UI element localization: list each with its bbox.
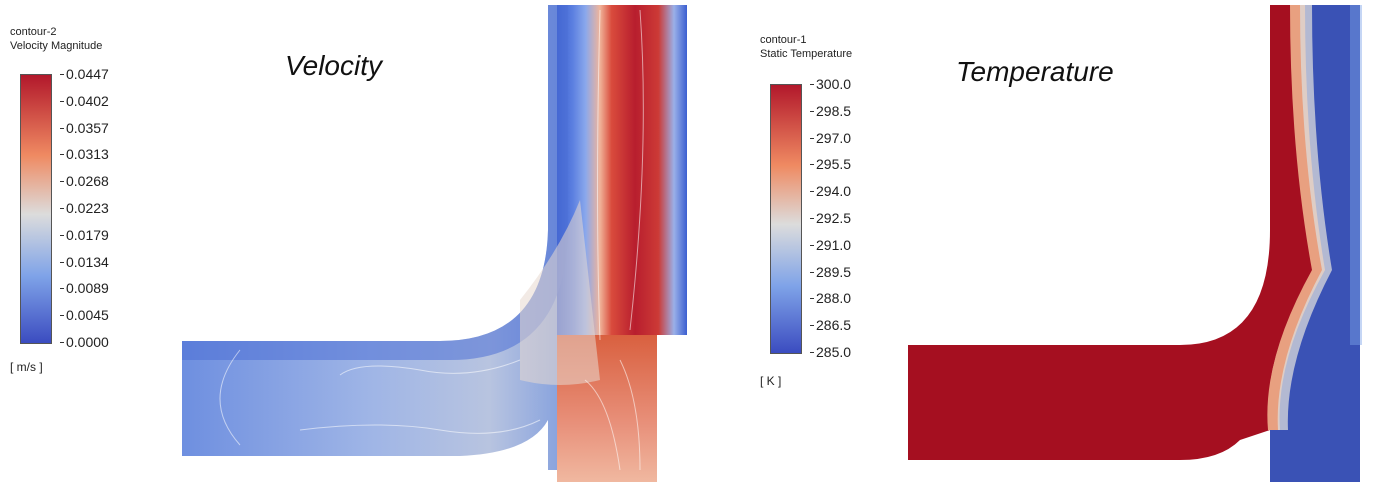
temperature-contour-name: contour-1 [760, 34, 807, 46]
velocity-tick-label: 0.0402 [60, 92, 109, 109]
temperature-tick-label: 300.0 [809, 76, 852, 92]
temperature-tick-label: 294.0 [809, 183, 852, 200]
temperature-tick-label: 288.0 [809, 290, 852, 307]
temperature-tick-label: 298.5 [809, 102, 852, 119]
temperature-panel: contour-1 Static Temperature 300.0 298.5 2… [740, 0, 1392, 484]
velocity-tick-label: 0.0313 [60, 146, 109, 163]
temperature-tick-label: 291.0 [809, 236, 852, 253]
velocity-tick-label: 0.0179 [60, 226, 109, 243]
temperature-wall-layer [1350, 5, 1362, 345]
velocity-tick-label: 0.0000 [60, 334, 109, 350]
temperature-contour-field [908, 5, 1362, 482]
temperature-mixing-core [1277, 5, 1332, 430]
temperature-tick-label: 285.0 [809, 344, 852, 360]
velocity-panel: contour-2 Velocity Magnitude 0.0447 0.040… [10, 5, 687, 482]
velocity-quantity-label: Velocity Magnitude [10, 40, 103, 52]
temperature-tick-label: 295.5 [809, 156, 852, 173]
temperature-tick-label: 286.5 [809, 317, 852, 334]
velocity-elbow-mixing-zone [520, 200, 600, 385]
temperature-units: [ K ] [760, 374, 782, 388]
velocity-units: [ m/s ] [10, 360, 43, 374]
velocity-horizontal-pipe [182, 5, 557, 470]
velocity-colorbar [20, 74, 52, 344]
velocity-tick-label: 0.0447 [60, 66, 109, 82]
velocity-tick-label: 0.0089 [60, 280, 109, 297]
temperature-tick-label: 297.0 [809, 129, 852, 146]
velocity-tick-label: 0.0357 [60, 119, 109, 136]
velocity-tick-label: 0.0045 [60, 307, 109, 324]
velocity-plot-title: Velocity [285, 50, 383, 81]
temperature-quantity-label: Static Temperature [760, 48, 853, 60]
velocity-tick-label: 0.0223 [60, 200, 109, 216]
velocity-contour-name: contour-2 [10, 26, 57, 38]
temperature-hot-stream [908, 5, 1315, 460]
temperature-tick-label: 292.5 [809, 210, 852, 226]
temperature-tick-label: 289.5 [809, 263, 852, 280]
velocity-tick-label: 0.0134 [60, 253, 109, 270]
velocity-contour-field [182, 5, 687, 482]
temperature-plot-title: Temperature [956, 56, 1114, 87]
velocity-contour-lines [219, 9, 644, 471]
temperature-mixing-interface [1267, 5, 1325, 430]
velocity-tick-label: 0.0268 [60, 173, 109, 190]
temperature-colorbar [770, 84, 802, 354]
velocity-outer-boundary-layer [182, 5, 568, 360]
